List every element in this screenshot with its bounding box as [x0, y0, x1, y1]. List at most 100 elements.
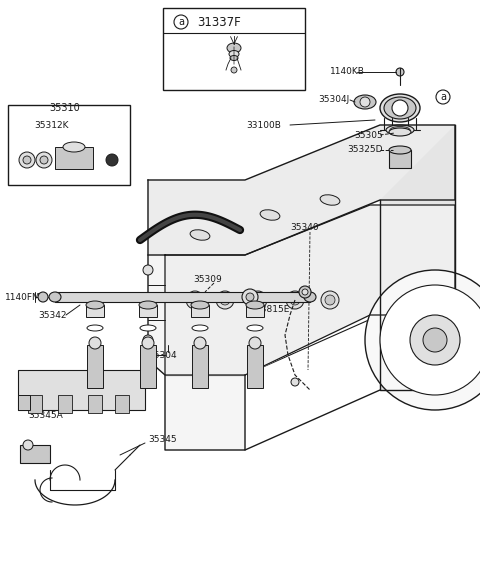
- Text: 35345: 35345: [148, 436, 177, 445]
- Circle shape: [186, 291, 204, 309]
- Bar: [88, 395, 102, 413]
- Text: 35345A: 35345A: [28, 411, 63, 419]
- Ellipse shape: [227, 43, 241, 53]
- Ellipse shape: [230, 55, 238, 60]
- Ellipse shape: [63, 142, 85, 152]
- Circle shape: [365, 270, 480, 410]
- Circle shape: [40, 156, 48, 164]
- Ellipse shape: [246, 301, 264, 309]
- Bar: [115, 395, 129, 413]
- Circle shape: [392, 100, 408, 116]
- Circle shape: [302, 289, 308, 295]
- Circle shape: [396, 68, 404, 76]
- Bar: [87, 345, 103, 388]
- Text: 35342: 35342: [38, 311, 67, 319]
- Ellipse shape: [49, 292, 61, 302]
- Bar: [247, 345, 263, 388]
- Circle shape: [220, 295, 230, 305]
- Circle shape: [423, 328, 447, 352]
- Bar: [18, 395, 30, 410]
- Circle shape: [380, 285, 480, 395]
- Bar: [191, 305, 209, 317]
- Ellipse shape: [304, 292, 316, 302]
- Ellipse shape: [229, 50, 239, 58]
- Circle shape: [216, 291, 234, 309]
- Bar: [55, 292, 310, 302]
- Text: 35312K: 35312K: [35, 120, 69, 129]
- Circle shape: [253, 295, 263, 305]
- Text: 31337F: 31337F: [197, 15, 241, 28]
- Polygon shape: [380, 125, 455, 390]
- Text: 33815E: 33815E: [255, 306, 289, 315]
- Ellipse shape: [386, 125, 414, 135]
- Circle shape: [38, 292, 48, 302]
- Circle shape: [190, 295, 200, 305]
- Bar: [18, 370, 145, 410]
- Ellipse shape: [384, 97, 416, 119]
- Ellipse shape: [260, 210, 280, 220]
- Ellipse shape: [140, 325, 156, 331]
- Ellipse shape: [380, 94, 420, 122]
- Polygon shape: [165, 205, 455, 375]
- Bar: [139, 305, 157, 317]
- Ellipse shape: [390, 127, 410, 133]
- Text: 35304J: 35304J: [318, 95, 349, 105]
- Ellipse shape: [247, 325, 263, 331]
- Bar: [20, 445, 50, 463]
- Text: 35340: 35340: [290, 224, 319, 233]
- Circle shape: [142, 337, 154, 349]
- Ellipse shape: [320, 195, 340, 205]
- Circle shape: [360, 97, 370, 107]
- Circle shape: [249, 337, 261, 349]
- Text: 1140KB: 1140KB: [330, 67, 365, 76]
- Polygon shape: [148, 180, 245, 450]
- Ellipse shape: [190, 230, 210, 240]
- Circle shape: [143, 265, 153, 275]
- Circle shape: [299, 286, 311, 298]
- Bar: [192, 345, 208, 388]
- Ellipse shape: [389, 146, 411, 154]
- Circle shape: [242, 289, 258, 305]
- Ellipse shape: [354, 95, 376, 109]
- Circle shape: [143, 335, 153, 345]
- Circle shape: [249, 291, 267, 309]
- Bar: [55, 147, 93, 169]
- Text: a: a: [440, 92, 446, 102]
- Bar: [86, 305, 104, 317]
- Ellipse shape: [389, 128, 411, 136]
- Text: 35310: 35310: [49, 103, 80, 113]
- Circle shape: [231, 67, 237, 73]
- Text: 35304: 35304: [148, 350, 177, 359]
- Circle shape: [194, 337, 206, 349]
- Circle shape: [321, 291, 339, 309]
- Circle shape: [246, 293, 254, 301]
- Circle shape: [23, 440, 33, 450]
- Text: 35305: 35305: [354, 131, 383, 140]
- Bar: [163, 8, 305, 90]
- Text: 1140FM: 1140FM: [5, 293, 41, 302]
- Ellipse shape: [191, 301, 209, 309]
- Bar: [58, 395, 72, 413]
- Text: 35325D: 35325D: [347, 146, 383, 154]
- Ellipse shape: [87, 325, 103, 331]
- Polygon shape: [148, 125, 455, 255]
- Bar: [8, 105, 130, 185]
- Circle shape: [325, 295, 335, 305]
- Ellipse shape: [192, 325, 208, 331]
- Circle shape: [89, 337, 101, 349]
- Bar: [389, 150, 411, 168]
- Text: a: a: [178, 17, 184, 27]
- Text: 35309: 35309: [193, 276, 222, 285]
- Bar: [140, 345, 156, 388]
- Ellipse shape: [139, 301, 157, 309]
- Circle shape: [36, 152, 52, 168]
- Bar: [246, 305, 264, 317]
- Text: 33100B: 33100B: [246, 120, 281, 129]
- Circle shape: [106, 154, 118, 166]
- Circle shape: [410, 315, 460, 365]
- Bar: [28, 395, 42, 413]
- Ellipse shape: [86, 301, 104, 309]
- Circle shape: [291, 378, 299, 386]
- Circle shape: [143, 300, 153, 310]
- Circle shape: [290, 295, 300, 305]
